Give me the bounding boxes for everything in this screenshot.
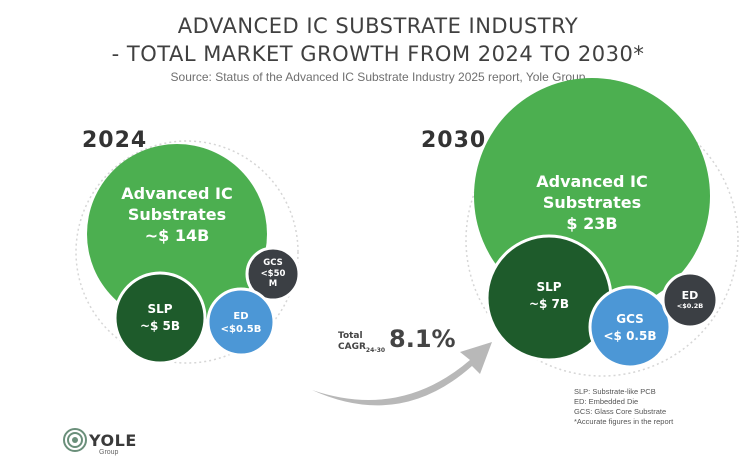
bubble-label-2024-gcs: GCS <$50 M [249,258,297,290]
legend-item: *Accurate figures in the report [574,417,674,426]
bubble-2024-ed [206,287,276,357]
bubble-2030-gcs [588,285,672,369]
cagr-arrow [312,342,492,406]
brand-name: YOLE [89,431,137,450]
bubble-2024-advanced-ic-substrates [87,144,267,324]
bubble-label-line: GCS [263,258,283,268]
legend-item: ED: Embedded Die [574,397,639,406]
bubble-label-line: SLP [536,280,562,294]
legend-item: GCS: Glass Core Substrate [574,407,667,416]
bubble-label-line: GCS [616,312,644,326]
bubble-label-2030-ed: ED <$0.2B [666,289,714,311]
bubble-label-line: Advanced IC [121,184,233,203]
cagr-caption: Total CAGR24-30 [338,331,385,356]
cagr-caption-sub: 24-30 [365,346,386,354]
bubble-2030-ed [661,271,719,329]
bubble-label-line: M [268,279,278,289]
bubble-label-line: ~$ 14B [144,226,210,245]
bubble-label-line: $ 23B [566,214,618,233]
bubble-label-line: <$0.5B [220,324,262,335]
bubble-label-line: ED [233,311,249,322]
bubble-label-line: ED [681,289,699,302]
bubble-label-2024-slp: SLP ~$ 5B [120,301,200,335]
bubble-label-line: Substrates [542,193,642,212]
cagr-caption-line2: CAGR24-30 [338,342,385,356]
bubble-label-2024-advanced-ic-substrates: Advanced IC Substrates ~$ 14B [107,183,247,246]
legend-item: SLP: Substrate-like PCB [574,387,656,396]
bubble-label-line: Substrates [127,205,227,224]
bubble-label-line: <$0.2B [676,302,704,310]
chart-title-line2: - TOTAL MARKET GROWTH FROM 2024 TO 2030* [111,42,645,66]
bubble-label-line: ~$ 5B [139,319,181,333]
chart-source: Source: Status of the Advanced IC Substr… [170,70,586,84]
group-outline-2024 [75,140,299,364]
cagr-caption-text: CAGR [338,342,366,352]
bubble-label-line: <$ 0.5B [603,329,657,343]
bubble-label-line: <$50 [260,268,286,279]
cagr-caption-line1: Total [338,331,363,341]
bubble-label-2030-advanced-ic-substrates: Advanced IC Substrates $ 23B [517,171,667,234]
yole-logo-icon [63,428,87,452]
bubble-label-line: Advanced IC [536,172,648,191]
year-label-2024: 2024 [82,128,148,153]
bubble-2024-gcs [245,246,301,302]
cagr-value: 8.1% [389,325,456,353]
year-label-2030: 2030 [421,128,487,153]
bubble-2024-slp [113,271,207,365]
bubble-label-2030-slp: SLP ~$ 7B [509,279,589,313]
bubble-label-line: SLP [147,302,173,316]
legend: SLP: Substrate-like PCB ED: Embedded Die… [574,387,673,427]
chart-title-line1: ADVANCED IC SUBSTRATE INDUSTRY [177,14,579,38]
brand-sub: Group [99,449,119,456]
bubble-label-2030-gcs: GCS <$ 0.5B [590,311,670,345]
bubble-label-line: ~$ 7B [528,297,570,311]
bubble-label-2024-ed: ED <$0.5B [211,310,271,336]
